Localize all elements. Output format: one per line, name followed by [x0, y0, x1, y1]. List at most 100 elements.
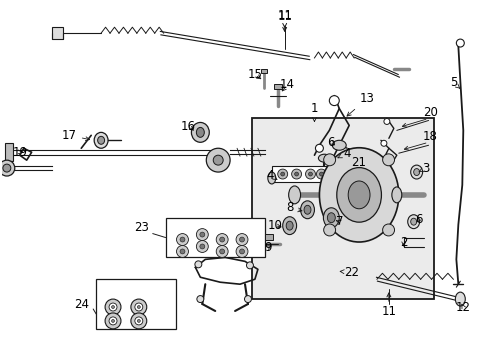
- Circle shape: [176, 246, 188, 257]
- Circle shape: [200, 232, 204, 237]
- Ellipse shape: [282, 217, 296, 235]
- Circle shape: [280, 172, 284, 176]
- Ellipse shape: [407, 215, 419, 229]
- Ellipse shape: [323, 208, 339, 228]
- Circle shape: [176, 234, 188, 246]
- Text: 13: 13: [346, 92, 374, 116]
- Ellipse shape: [454, 292, 464, 306]
- Text: 3: 3: [418, 162, 428, 175]
- Bar: [271, 166, 331, 182]
- Bar: [251, 118, 433, 299]
- Circle shape: [111, 319, 114, 323]
- Circle shape: [131, 313, 146, 329]
- Circle shape: [219, 249, 224, 254]
- Circle shape: [137, 319, 140, 323]
- Text: 10: 10: [267, 219, 282, 232]
- Text: 23: 23: [134, 221, 148, 234]
- Ellipse shape: [304, 205, 310, 214]
- Circle shape: [3, 164, 11, 172]
- Circle shape: [328, 96, 339, 105]
- Text: 17: 17: [62, 129, 89, 142]
- Circle shape: [315, 144, 323, 152]
- Circle shape: [180, 237, 184, 242]
- Circle shape: [323, 224, 335, 236]
- Text: 12: 12: [455, 301, 470, 314]
- Circle shape: [206, 148, 230, 172]
- Text: 21: 21: [350, 156, 366, 168]
- Bar: [51, 27, 63, 39]
- Circle shape: [219, 237, 224, 242]
- Circle shape: [200, 244, 204, 249]
- Text: 7: 7: [335, 215, 342, 228]
- Circle shape: [236, 246, 247, 257]
- Bar: [260, 69, 266, 73]
- Ellipse shape: [326, 213, 335, 223]
- Circle shape: [291, 169, 301, 179]
- Circle shape: [196, 240, 208, 252]
- Circle shape: [135, 303, 142, 311]
- Circle shape: [197, 296, 203, 302]
- Circle shape: [109, 317, 117, 325]
- Text: 4: 4: [265, 168, 276, 181]
- Text: 5: 5: [449, 76, 459, 89]
- Circle shape: [111, 306, 114, 309]
- Circle shape: [105, 299, 121, 315]
- Text: 24: 24: [74, 297, 89, 311]
- Circle shape: [131, 299, 146, 315]
- Text: 18: 18: [422, 130, 437, 143]
- Text: 19: 19: [12, 146, 27, 159]
- Text: 2: 2: [399, 236, 407, 249]
- Circle shape: [180, 249, 184, 254]
- Circle shape: [244, 296, 251, 302]
- Ellipse shape: [336, 168, 381, 222]
- Bar: [96, 279, 175, 329]
- Text: 22: 22: [340, 266, 358, 279]
- Text: 15: 15: [247, 68, 262, 81]
- Circle shape: [135, 317, 142, 325]
- Ellipse shape: [94, 132, 108, 148]
- Circle shape: [239, 237, 244, 242]
- Circle shape: [246, 262, 253, 269]
- Circle shape: [216, 246, 228, 257]
- Circle shape: [213, 155, 223, 165]
- Ellipse shape: [347, 181, 369, 209]
- Circle shape: [383, 118, 389, 125]
- Bar: [5, 143, 13, 161]
- Bar: [165, 218, 264, 257]
- Circle shape: [105, 313, 121, 329]
- Circle shape: [109, 303, 117, 311]
- Circle shape: [319, 172, 323, 176]
- Ellipse shape: [285, 221, 292, 230]
- Circle shape: [455, 39, 463, 47]
- Ellipse shape: [288, 186, 300, 204]
- Circle shape: [380, 140, 386, 146]
- Text: 6: 6: [327, 136, 334, 149]
- Text: 16: 16: [181, 120, 196, 133]
- Circle shape: [236, 234, 247, 246]
- Text: 11: 11: [277, 10, 292, 23]
- Text: 4: 4: [337, 147, 350, 160]
- Text: 6: 6: [414, 213, 422, 226]
- Ellipse shape: [267, 172, 275, 184]
- Circle shape: [196, 229, 208, 240]
- Circle shape: [308, 172, 312, 176]
- Ellipse shape: [410, 165, 422, 179]
- Circle shape: [0, 160, 15, 176]
- Circle shape: [137, 306, 140, 309]
- Text: 11: 11: [277, 9, 292, 22]
- Circle shape: [195, 261, 202, 268]
- Ellipse shape: [196, 127, 204, 137]
- Circle shape: [277, 169, 287, 179]
- Bar: [264, 234, 272, 239]
- Circle shape: [294, 172, 298, 176]
- Ellipse shape: [410, 218, 416, 225]
- Ellipse shape: [391, 187, 401, 203]
- Ellipse shape: [300, 201, 314, 219]
- Ellipse shape: [318, 154, 330, 162]
- Text: 11: 11: [381, 306, 396, 319]
- Text: 14: 14: [280, 78, 295, 91]
- Circle shape: [239, 249, 244, 254]
- Ellipse shape: [191, 122, 209, 142]
- Ellipse shape: [332, 140, 346, 150]
- Bar: [273, 84, 281, 89]
